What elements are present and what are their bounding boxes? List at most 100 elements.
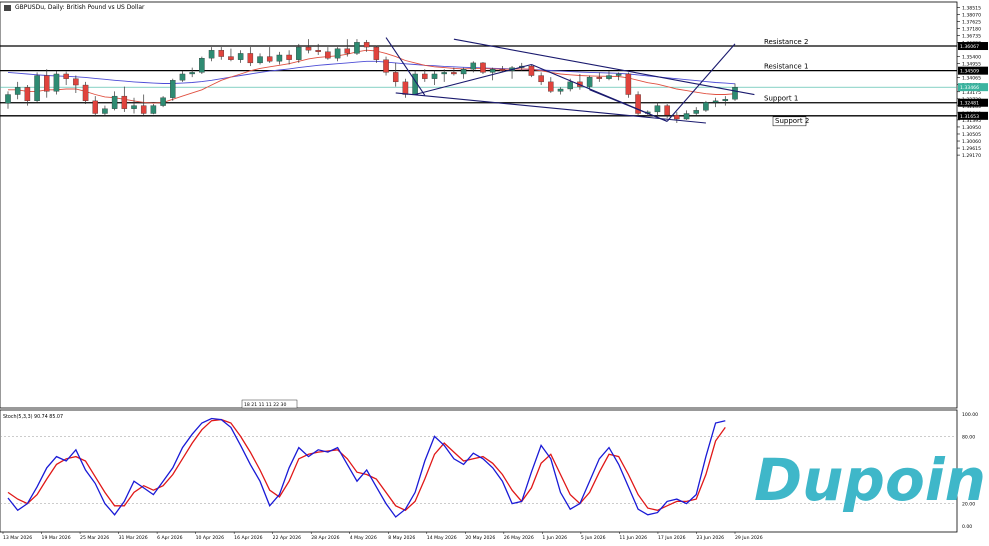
stoch-main-line	[7, 417, 726, 518]
candle-bear	[92, 100, 98, 114]
level-label: Support 2	[775, 117, 809, 125]
candle-bull	[712, 100, 719, 103]
candle-bear	[392, 72, 399, 83]
candle-bear	[373, 46, 380, 60]
price-tick-label: 1.31395	[962, 118, 981, 124]
level-price-tag	[958, 111, 988, 120]
price-tick-label: 1.30950	[962, 125, 981, 131]
candle-bull	[14, 87, 21, 95]
chart-title: GBPUSDu, Daily: British Pound vs US Doll…	[15, 4, 145, 11]
candle-bear	[63, 73, 69, 79]
period-separator-box	[241, 399, 298, 409]
trend-line	[385, 37, 426, 96]
price-tick-label: 1.33175	[962, 90, 981, 96]
price-tick-label: 1.32285	[962, 104, 981, 110]
level-price-label: 1.34509	[960, 69, 979, 75]
date-tick-label: 6 Apr 2026	[157, 535, 183, 541]
level-label: Support 1	[764, 95, 798, 103]
candle-bull	[189, 72, 195, 75]
candle-bear	[480, 62, 486, 73]
candle-bull	[586, 76, 593, 87]
candle-bull	[131, 105, 137, 109]
brand-logo: Dupoin	[754, 446, 986, 514]
candle-bull	[5, 94, 11, 104]
candle-bear	[44, 75, 50, 92]
chart-icon	[4, 5, 11, 11]
date-tick-label: 13 Mar 2026	[3, 535, 32, 541]
candle-bull	[693, 110, 699, 114]
price-tick-label: 1.37180	[962, 26, 981, 32]
candle-bull	[208, 50, 215, 59]
date-tick-label: 17 Jun 2026	[658, 535, 686, 541]
candle-bear	[383, 59, 389, 73]
date-tick-label: 25 Mar 2026	[80, 535, 109, 541]
price-tick-label: 1.30060	[962, 139, 981, 145]
level-price-tag	[958, 66, 988, 75]
candle-bear	[247, 53, 254, 64]
level-label: Resistance 1	[764, 63, 808, 71]
candle-bear	[218, 50, 225, 57]
date-tick-label: 11 Jun 2026	[619, 535, 647, 541]
candle-bear	[538, 75, 544, 83]
trend-line	[414, 63, 532, 96]
date-tick-label: 22 Apr 2026	[273, 535, 301, 541]
price-tick-label: 1.29170	[962, 153, 981, 159]
date-tick-label: 20 May 2026	[465, 535, 495, 541]
price-tick-label: 1.38070	[962, 12, 981, 18]
trend-line	[589, 89, 668, 122]
price-tick-label: 1.30505	[962, 132, 981, 138]
candle-bull	[179, 73, 186, 81]
candle-bull	[150, 105, 157, 114]
candle-bull	[615, 73, 622, 76]
ma-slow-line	[7, 60, 736, 85]
date-tick-label: 26 May 2026	[504, 535, 534, 541]
stoch-label: Stoch(5,3,3) 90.74 85.07	[3, 414, 63, 420]
candle-bull	[557, 88, 564, 92]
candle-bear	[674, 114, 680, 120]
candle-bear	[315, 50, 321, 52]
price-tick-label: 1.38515	[962, 5, 981, 11]
date-tick-label: 5 Jun 2026	[581, 535, 606, 541]
candle-bull	[683, 113, 690, 120]
date-tick-label: 31 Mar 2026	[119, 535, 148, 541]
candle-bull	[431, 73, 438, 79]
candle-bull	[567, 81, 573, 90]
stoch-signal-line	[7, 418, 726, 512]
candle-bull	[257, 56, 263, 64]
candle-bull	[276, 54, 283, 62]
candle-bull	[160, 97, 166, 106]
candle-bull	[732, 87, 738, 100]
level-price-tag	[958, 42, 988, 51]
trend-line	[666, 43, 736, 122]
candle-bull	[703, 102, 709, 111]
candle-bear	[305, 46, 312, 51]
candle-bull	[654, 105, 661, 113]
period-separator-label: 18 21 11 11 22 30	[244, 402, 286, 408]
stoch-level-label: 100.00	[962, 412, 978, 418]
candle-bear	[286, 54, 292, 60]
candle-bull	[460, 69, 467, 75]
candle-bear	[548, 81, 554, 92]
candle-bear	[363, 42, 370, 48]
candle-bull	[170, 80, 176, 98]
date-tick-label: 4 May 2026	[350, 535, 377, 541]
date-tick-label: 23 Jun 2026	[696, 535, 724, 541]
candle-bull	[489, 69, 496, 73]
price-tick-label: 1.34955	[962, 62, 981, 68]
date-tick-label: 19 Mar 2026	[42, 535, 71, 541]
current-price-label: 1.33466	[960, 85, 979, 91]
candle-bull	[111, 95, 118, 109]
candle-bear	[344, 48, 351, 54]
date-tick-label: 14 May 2026	[427, 535, 457, 541]
date-tick-label: 29 Jun 2026	[735, 535, 763, 541]
candle-bull	[441, 72, 447, 75]
date-tick-label: 1 Jun 2026	[542, 535, 567, 541]
stoch-level-label: 80.00	[962, 434, 975, 440]
candle-bear	[24, 87, 31, 102]
candle-bear	[228, 56, 234, 60]
candle-bull	[722, 99, 729, 102]
candle-bear	[664, 105, 670, 116]
trend-line	[395, 92, 706, 124]
level-label-box	[772, 116, 807, 127]
